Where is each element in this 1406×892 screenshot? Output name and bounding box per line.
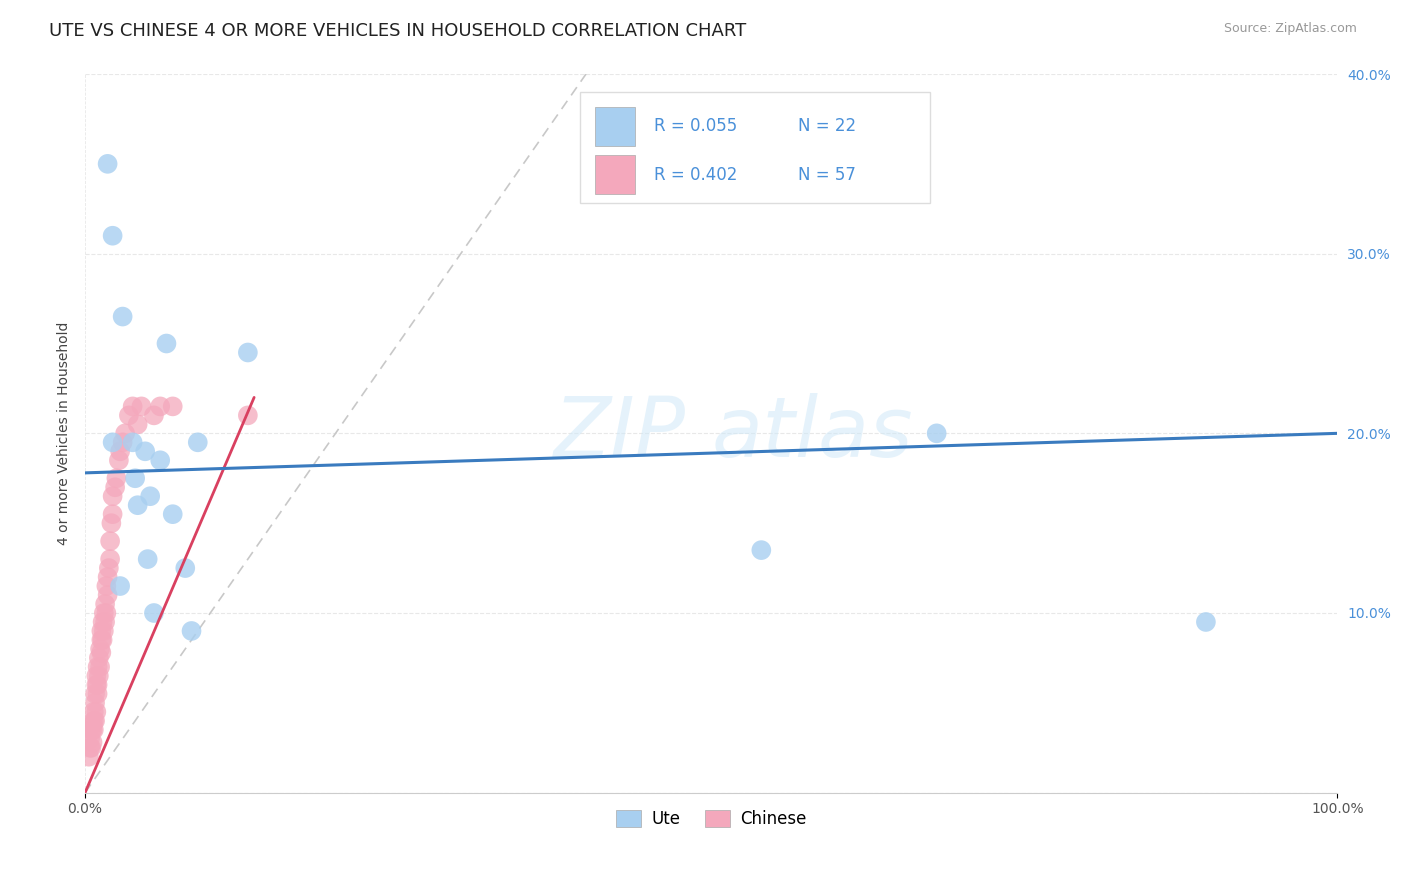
Legend: Ute, Chinese: Ute, Chinese [609,803,813,835]
Point [80,723,103,737]
Point [180,624,202,638]
FancyBboxPatch shape [579,92,931,203]
Point [97,561,120,575]
Point [97,157,120,171]
Point [124,471,146,485]
Point [236,345,259,359]
Point [93,606,115,620]
Point [87,651,110,665]
FancyBboxPatch shape [595,155,636,194]
Point [98,534,121,549]
Point [86,678,108,692]
Point [108,444,131,458]
Point [114,426,136,441]
Point [90,624,112,638]
Point [83,705,105,719]
Point [94,615,117,629]
Point [79,740,101,755]
Text: N = 22: N = 22 [797,118,856,136]
Point [97,588,120,602]
Point [127,417,149,432]
Point [749,543,772,558]
Point [121,435,143,450]
Point [91,615,114,629]
Point [111,310,134,324]
Point [104,480,127,494]
Point [134,444,156,458]
Point [155,336,177,351]
Point [86,687,108,701]
Point [83,723,105,737]
Point [86,705,108,719]
Point [80,740,103,755]
Point [82,735,104,749]
Point [101,489,124,503]
Point [89,660,111,674]
Point [87,669,110,683]
Point [101,228,124,243]
Point [108,453,131,467]
Point [142,606,165,620]
Point [96,606,118,620]
Text: R = 0.055: R = 0.055 [654,118,737,136]
FancyBboxPatch shape [595,107,636,146]
Point [82,717,104,731]
Point [142,409,165,423]
Point [89,641,111,656]
Point [84,687,107,701]
Text: atlas: atlas [711,392,912,474]
Point [83,714,105,728]
Point [136,552,159,566]
Point [86,669,108,683]
Point [93,624,115,638]
Point [118,409,141,423]
Point [84,696,107,710]
Point [77,749,100,764]
Point [84,714,107,728]
Point [90,646,112,660]
Point [97,570,120,584]
Point [174,561,197,575]
Point [149,453,172,467]
Point [162,507,184,521]
Point [925,426,948,441]
Point [90,632,112,647]
Text: R = 0.402: R = 0.402 [654,166,737,184]
Point [91,632,114,647]
Point [1195,615,1218,629]
Point [127,498,149,512]
Point [108,579,131,593]
Point [79,731,101,746]
Point [187,435,209,450]
Point [111,435,134,450]
Point [101,507,124,521]
Point [121,400,143,414]
Point [96,579,118,593]
Point [101,435,124,450]
Point [236,409,259,423]
Text: Source: ZipAtlas.com: Source: ZipAtlas.com [1223,22,1357,36]
Y-axis label: 4 or more Vehicles in Household: 4 or more Vehicles in Household [58,322,72,545]
Point [86,678,108,692]
Point [100,516,122,531]
Text: ZIP: ZIP [554,392,686,474]
Point [86,660,108,674]
Point [94,597,117,611]
Text: N = 57: N = 57 [797,166,855,184]
Point [82,723,104,737]
Point [139,489,162,503]
Point [98,552,121,566]
Point [105,471,128,485]
Point [131,400,153,414]
Text: UTE VS CHINESE 4 OR MORE VEHICLES IN HOUSEHOLD CORRELATION CHART: UTE VS CHINESE 4 OR MORE VEHICLES IN HOU… [49,22,747,40]
Point [162,400,184,414]
Point [149,400,172,414]
